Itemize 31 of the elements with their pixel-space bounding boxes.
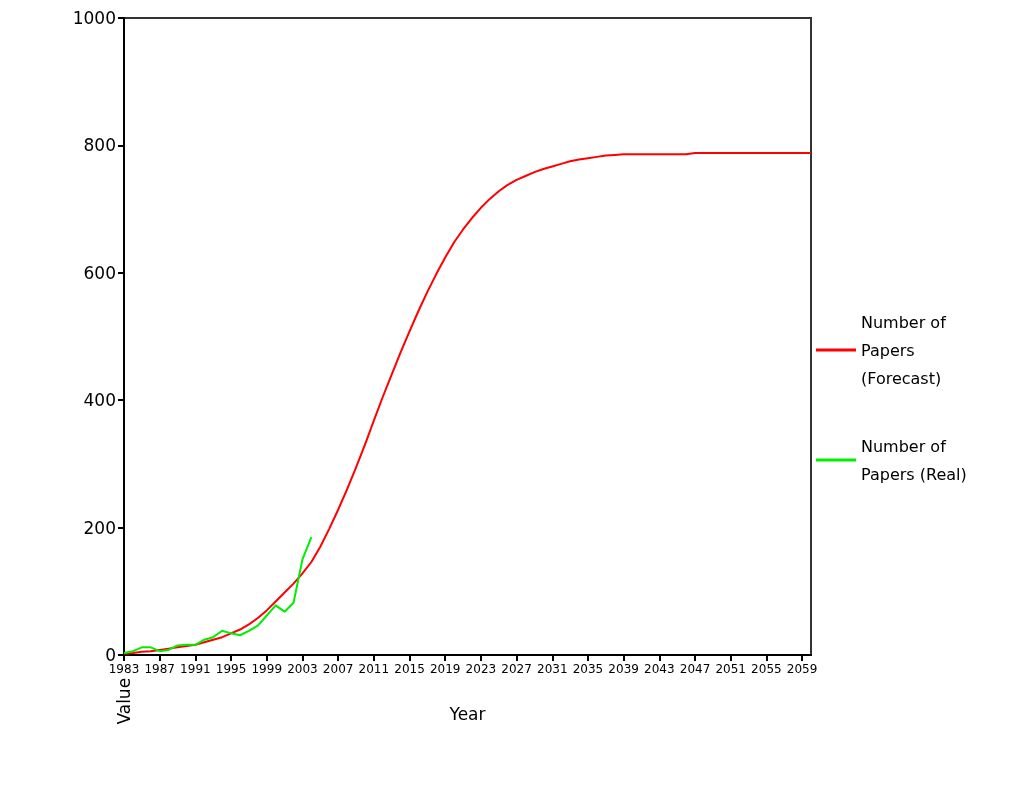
x-tick-label: 2031	[536, 662, 568, 676]
x-tick-label: 2023	[465, 662, 497, 676]
x-tick-label: 2011	[358, 662, 390, 676]
x-tick-label: 2059	[786, 662, 818, 676]
x-tick-label: 2007	[322, 662, 354, 676]
x-tick-label: 1987	[144, 662, 175, 676]
x-tick-label: 1991	[180, 662, 211, 676]
legend-label: Number of Papers (Forecast)	[861, 312, 951, 388]
x-tick-label: 2039	[608, 662, 639, 676]
x-tick-label: 2027	[501, 662, 532, 676]
y-axis-title: Value	[114, 677, 134, 725]
legend-label: Number of Papers (Real)	[861, 436, 967, 484]
x-tick-label: 2047	[679, 662, 711, 676]
y-tick-label: 800	[83, 135, 116, 156]
x-axis-title: Year	[448, 703, 486, 724]
x-tick-label: 1983	[108, 662, 140, 676]
x-tick-label: 2035	[572, 662, 604, 676]
x-tick-label: 2043	[644, 662, 675, 676]
y-tick-label: 600	[83, 262, 116, 283]
x-tick-label: 1995	[215, 662, 247, 676]
line-series	[123, 536, 313, 655]
y-tick-label: 200	[83, 517, 116, 538]
y-tick-label: 1000	[72, 8, 116, 28]
y-tick-label: 0	[105, 645, 116, 665]
x-tick-label: 2051	[715, 662, 746, 676]
x-tick-label: 2055	[751, 662, 782, 676]
x-tick-label: 2003	[287, 662, 318, 676]
x-tick-label: 2015	[394, 662, 425, 676]
y-tick-label: 400	[83, 390, 116, 411]
x-tick-label: 1999	[251, 662, 283, 676]
x-tick-label: 2019	[429, 662, 461, 676]
